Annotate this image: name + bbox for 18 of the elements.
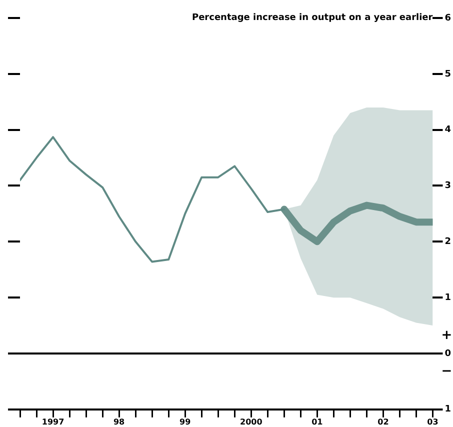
chart-title: Percentage increase in output on a year earlier	[192, 12, 434, 23]
text: +	[441, 328, 452, 343]
y-tick-label: 0	[444, 348, 452, 359]
y-tick-label: 1	[444, 292, 452, 303]
y-tick-label: 5	[444, 69, 452, 80]
y-tick-label: 2	[444, 237, 452, 247]
y-tick-label: 3	[444, 181, 452, 192]
x-tick-label: 03	[427, 417, 438, 426]
y-tick-label: 6	[444, 13, 452, 24]
x-tick-label: 01	[312, 417, 324, 426]
text: −	[441, 364, 452, 379]
x-tick-label: 2000	[240, 417, 263, 426]
x-tick-label: 98	[113, 417, 126, 426]
x-tick-label: 1997	[42, 417, 64, 426]
x-tick-label: 02	[378, 417, 389, 426]
y-tick-label: 1	[444, 404, 452, 415]
x-tick-label: 99	[180, 417, 192, 426]
y-tick-label: 4	[444, 125, 452, 136]
